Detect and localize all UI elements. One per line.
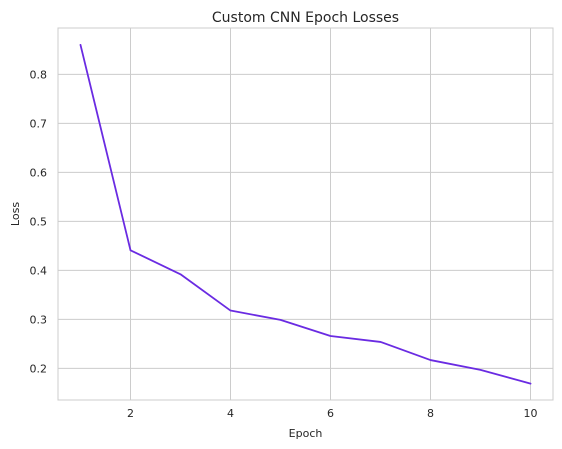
loss-data-point bbox=[179, 273, 182, 275]
series-layer bbox=[79, 44, 532, 385]
x-tick-label: 6 bbox=[327, 407, 334, 420]
y-tick-label: 0.4 bbox=[30, 264, 48, 277]
plot-frame bbox=[57, 27, 554, 401]
y-tick-label: 0.2 bbox=[30, 362, 48, 375]
x-axis-label: Epoch bbox=[289, 427, 323, 440]
loss-data-point bbox=[129, 249, 132, 251]
loss-data-point bbox=[429, 359, 432, 361]
y-tick-label: 0.5 bbox=[30, 215, 48, 228]
y-tick-label: 0.7 bbox=[30, 117, 48, 130]
loss-data-point bbox=[529, 382, 532, 385]
y-tick-labels: 0.2 0.3 0.4 0.5 0.6 0.7 0.8 bbox=[30, 68, 48, 375]
x-tick-label: 2 bbox=[127, 407, 134, 420]
loss-data-point bbox=[479, 369, 482, 371]
loss-data-point bbox=[79, 44, 82, 46]
loss-data-point bbox=[229, 309, 232, 312]
x-tick-label: 8 bbox=[427, 407, 434, 420]
grid-lines bbox=[58, 28, 553, 400]
loss-data-point bbox=[279, 319, 282, 321]
y-tick-label: 0.3 bbox=[30, 313, 48, 326]
y-axis-label: Loss bbox=[9, 202, 22, 226]
x-tick-label: 4 bbox=[227, 407, 234, 420]
plot-area bbox=[58, 28, 553, 400]
y-tick-label: 0.6 bbox=[30, 166, 48, 179]
loss-data-point bbox=[379, 341, 382, 343]
loss-data-point bbox=[329, 335, 332, 337]
x-tick-label: 10 bbox=[524, 407, 538, 420]
x-tick-labels: 2 4 6 8 10 bbox=[127, 407, 538, 420]
chart-title: Custom CNN Epoch Losses bbox=[212, 10, 399, 26]
y-tick-label: 0.8 bbox=[30, 68, 48, 81]
loss-series-line bbox=[79, 44, 532, 385]
